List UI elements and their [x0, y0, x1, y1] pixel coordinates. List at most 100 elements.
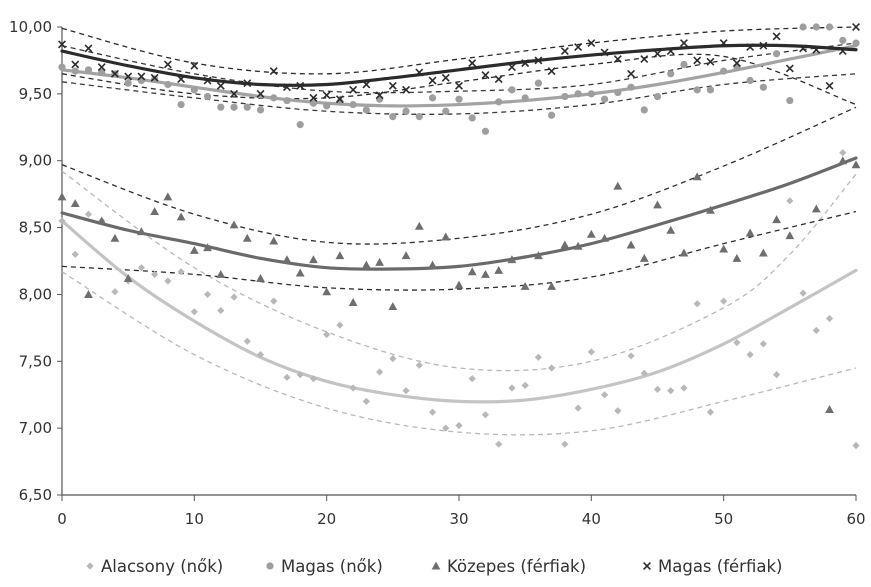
series-1-point [256, 351, 265, 359]
x-marker-stroke [547, 67, 556, 76]
series-2-point [481, 127, 490, 135]
series-4-point [335, 95, 344, 104]
series-2-point [243, 103, 251, 111]
series-4-point [455, 81, 463, 90]
series-1-point [323, 330, 331, 339]
series-4-point [494, 75, 503, 84]
series-3-point [110, 233, 120, 242]
series-1-point [574, 404, 582, 412]
series-3-upper-band [61, 106, 857, 245]
series-3-point [361, 260, 371, 269]
x-tick-label: 50 [714, 510, 733, 528]
series-3-point [838, 156, 848, 165]
series-2-point [455, 95, 463, 103]
series-4-point [124, 72, 133, 81]
series-4-point [256, 89, 265, 98]
series-4-point [746, 43, 755, 52]
series-1-point [640, 369, 648, 377]
x-marker-stroke [693, 56, 702, 65]
series-3-point [322, 287, 332, 296]
series-1-point [389, 355, 397, 363]
series-4-point [706, 57, 715, 66]
series-3-point [428, 260, 437, 269]
series-3-point [335, 251, 345, 260]
series-1-point [415, 361, 423, 369]
series-1-point [217, 306, 225, 315]
series-4-lower-band [61, 53, 857, 106]
series-4-point [163, 60, 172, 69]
series-1-point [534, 353, 542, 361]
series-4-point [547, 67, 556, 76]
series-2-point [640, 106, 648, 114]
series-2-lower-band [61, 73, 857, 115]
series-1-point [693, 300, 701, 308]
series-2-point [667, 70, 675, 78]
x-marker-stroke [71, 60, 80, 69]
series-3-point [494, 265, 504, 274]
data-points [57, 23, 861, 450]
series-2-point [177, 100, 185, 109]
series-2-point [190, 86, 198, 94]
series-3-point [375, 257, 384, 266]
series-4-point [772, 32, 781, 41]
series-1-point [825, 314, 834, 323]
series-3-point [547, 282, 557, 290]
series-4-point [349, 85, 358, 94]
x-marker-stroke [375, 91, 384, 100]
series-2-point [614, 88, 622, 97]
series-4-point [759, 41, 768, 50]
series-4-point [428, 76, 437, 85]
series-4-point [97, 63, 106, 72]
series-2-point [574, 90, 582, 98]
series-1-point [243, 337, 251, 345]
series-2-point [296, 121, 304, 129]
series-4-point [613, 55, 622, 64]
y-tick-label: 6,50 [19, 486, 52, 504]
series-2-point [759, 83, 767, 91]
series-4-point [680, 39, 688, 48]
series-1-point [706, 408, 715, 416]
series-3-point [481, 269, 490, 278]
series-1-point [548, 364, 556, 372]
series-4-point [110, 69, 119, 78]
series-1-point [627, 352, 635, 360]
series-2-upper-band [61, 42, 857, 94]
x-marker-stroke [706, 57, 715, 66]
series-3-point [758, 248, 768, 257]
series-3-point [534, 251, 543, 260]
x-marker-stroke [203, 76, 212, 85]
series-3-point [745, 228, 755, 237]
series-3-point [269, 236, 279, 245]
series-1-point [521, 381, 529, 389]
x-marker-stroke [97, 63, 106, 72]
legend-marker-series-2 [266, 562, 274, 570]
series-2-point [468, 114, 476, 122]
series-4-point [296, 81, 305, 90]
series-4-point [838, 47, 847, 56]
series-3-point [203, 243, 212, 252]
series-1-point [283, 373, 291, 381]
series-4-point [600, 48, 609, 57]
series-2-point [389, 112, 397, 121]
series-3-point [719, 244, 729, 253]
series-1-point [137, 264, 145, 272]
x-marker-stroke [362, 80, 371, 89]
x-marker-stroke [468, 59, 477, 68]
series-4-point [243, 79, 252, 88]
series-2-point [706, 86, 715, 94]
series-4-point [852, 23, 860, 31]
series-3-point [348, 298, 358, 306]
series-2-point [839, 36, 847, 44]
series-2-point [825, 23, 834, 31]
series-1-point [746, 351, 754, 359]
series-1-point [309, 375, 318, 383]
series-4-trend-line [60, 43, 858, 87]
x-marker-stroke [243, 79, 252, 88]
series-1-point [58, 217, 66, 225]
series-3-point [282, 255, 292, 264]
legend-marker-series-1 [86, 562, 94, 570]
series-2-point [561, 92, 569, 101]
series-1-point [164, 277, 172, 285]
legend-label-series-4: Magas (férfiak) [658, 557, 782, 576]
